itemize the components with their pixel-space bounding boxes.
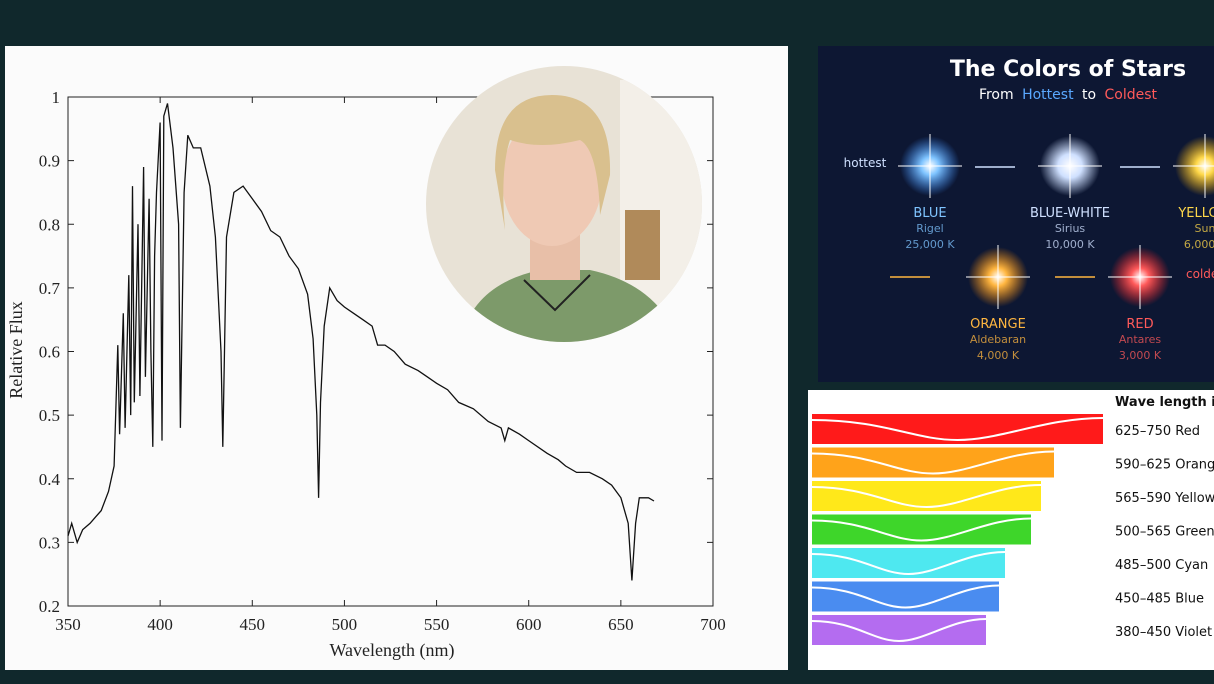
star-spikes [1173, 134, 1214, 198]
y-axis-label: Relative Flux [6, 301, 26, 399]
band-label: 500–565 Green [1115, 525, 1214, 540]
wave [811, 450, 1055, 475]
star-spikes [1108, 245, 1172, 309]
star-color: BLUE-WHITE [1030, 206, 1110, 221]
infographic-title: The Colors of Stars [950, 57, 1186, 82]
y-tick-label: 0.2 [39, 597, 60, 616]
table-header: Wave length in nm [1115, 395, 1214, 410]
x-tick-label: 600 [516, 615, 542, 634]
star-color: BLUE [913, 206, 946, 221]
infographic-panel [818, 46, 1214, 382]
star-temp: 4,000 K [977, 349, 1020, 362]
subtitle-part: Coldest [1105, 87, 1158, 103]
x-tick-label: 700 [700, 615, 726, 634]
x-tick-label: 550 [424, 615, 450, 634]
y-tick-label: 0.4 [39, 470, 61, 489]
infographic-subtitle: From Hottest to Coldest [979, 87, 1158, 103]
bands: 625–750 Red 590–625 Orange 565–590 Yellow 5… [811, 414, 1214, 645]
star-temp: 25,000 K [905, 238, 955, 251]
star-name: Aldebaran [970, 333, 1026, 346]
band-label: 450–485 Blue [1115, 592, 1204, 607]
star-name: Rigel [916, 222, 944, 235]
coldest-label: coldest [1186, 267, 1214, 281]
x-axis-label: Wavelength (nm) [329, 640, 454, 661]
band-label: 625–750 Red [1115, 424, 1200, 439]
spectrum-line [67, 103, 655, 581]
wave [811, 517, 1032, 542]
star-name: Sun [1195, 222, 1214, 235]
y-tick-label: 0.6 [39, 343, 60, 362]
arrows [890, 166, 1160, 278]
y-tick-label: 1 [52, 88, 61, 107]
star-color: RED [1126, 317, 1153, 332]
subtitle-part: From [979, 87, 1014, 103]
wave [811, 484, 1042, 509]
star-color: ORANGE [970, 317, 1026, 332]
wave [811, 417, 1104, 442]
y-tick-label: 0.7 [39, 279, 61, 298]
band-label: 380–450 Violet [1115, 625, 1212, 640]
y-tick-label: 0.5 [39, 406, 60, 425]
hottest-label: hottest [844, 156, 887, 170]
star-temp: 3,000 K [1119, 349, 1162, 362]
star-spikes [966, 245, 1030, 309]
plot: 350 400 450 500 550 600 650 700 0.2 0.3 0.4 0.5 0.6 0… [39, 88, 726, 634]
x-tick-label: 400 [147, 615, 173, 634]
star-spikes [1038, 134, 1102, 198]
star-name: Antares [1119, 333, 1162, 346]
wave [811, 551, 1006, 576]
x-tick-label: 450 [240, 615, 266, 634]
band-label: 590–625 Orange [1115, 458, 1214, 473]
star-temp: 6,000 K [1184, 238, 1214, 251]
wave [811, 584, 1000, 609]
subtitle-part: Hottest [1022, 87, 1074, 103]
x-tick-label: 500 [332, 615, 358, 634]
star-temp: 10,000 K [1045, 238, 1095, 251]
star-name: Sirius [1055, 222, 1086, 235]
subtitle-part: to [1082, 87, 1096, 103]
y-tick-label: 0.9 [39, 152, 60, 171]
star-color: YELLOW [1177, 206, 1214, 221]
y-tick-label: 0.3 [39, 533, 60, 552]
band-label: 565–590 Yellow [1115, 491, 1214, 506]
band-label: 485–500 Cyan [1115, 558, 1208, 573]
x-tick-label: 350 [55, 615, 81, 634]
star-spikes [898, 134, 962, 198]
y-tick-label: 0.8 [39, 215, 60, 234]
x-tick-label: 650 [608, 615, 634, 634]
wave [811, 618, 987, 643]
